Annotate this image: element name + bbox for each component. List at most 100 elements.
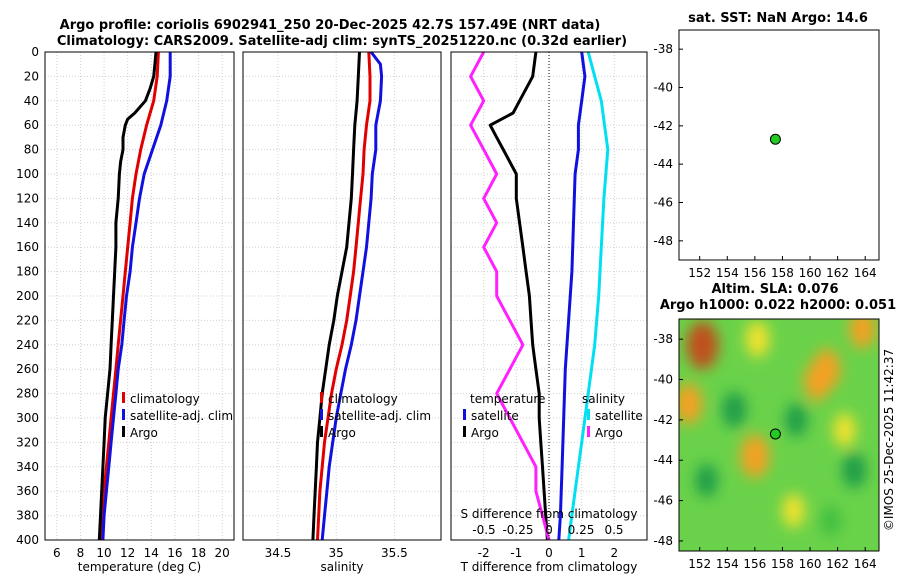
legend-swatch [463,426,466,437]
sla-blob [820,505,842,537]
lon-tick-label: 164 [854,557,877,571]
depth-tick-label: 80 [24,143,39,157]
x-tick-label: 18 [191,546,206,560]
lon-tick-label: 160 [799,266,822,280]
series-line-climatology [100,51,160,541]
top-x-tick-label: 0.5 [604,523,623,537]
depth-tick-label: 320 [16,435,39,449]
legend-label: Argo [471,426,499,440]
depth-tick-label: 140 [16,216,39,230]
depth-tick-label: 20 [24,69,39,83]
x-tick-label: -2 [478,546,490,560]
x-tick-label: 34.5 [265,546,292,560]
legend-label: Argo [328,426,356,440]
depth-tick-label: 400 [16,533,39,547]
lon-tick-label: 158 [771,557,794,571]
sst-map-title: sat. SST: NaN Argo: 14.6 [688,11,868,26]
lon-tick-label: 156 [743,557,766,571]
lon-tick-label: 152 [688,266,711,280]
sla-map-title: Altim. SLA: 0.076 [712,282,839,297]
depth-tick-label: 60 [24,118,39,132]
lat-tick-label: -42 [653,413,673,427]
legend-swatch [320,409,323,420]
top-x-tick-label: -0.5 [472,523,495,537]
sla-blob [722,391,747,428]
top-x-axis-label: S difference from climatology [461,507,638,521]
lat-tick-label: -44 [653,157,673,171]
series-line-argo [97,51,158,541]
depth-tick-label: 220 [16,313,39,327]
depth-tick-label: 160 [16,240,39,254]
lat-tick-label: -48 [653,234,673,248]
x-tick-label: 35 [329,546,344,560]
x-axis-label: temperature (deg C) [78,560,201,574]
x-tick-label: 2 [611,546,619,560]
lat-tick-label: -46 [653,196,673,210]
lon-tick-label: 156 [743,266,766,280]
legend-swatch [587,409,590,420]
x-tick-label: 6 [53,546,61,560]
sla-blob [812,349,841,390]
lat-tick-label: -46 [653,494,673,508]
depth-tick-label: 240 [16,338,39,352]
depth-tick-label: 0 [31,45,39,59]
map-frame [678,29,880,261]
top-x-tick-label: 0 [545,523,553,537]
lon-tick-label: 164 [854,266,877,280]
sla-blob [849,319,876,349]
title-line-2: Climatology: CARS2009. Satellite-adj cli… [57,34,627,49]
x-tick-label: 12 [120,546,135,560]
legend-swatch [122,426,125,437]
sla-blobs [679,319,876,537]
depth-tick-label: 180 [16,265,39,279]
sla-blob [785,403,808,437]
map-frame [678,318,880,552]
x-tick-label: 10 [96,546,111,560]
x-axis-label: T difference from climatology [460,560,638,574]
series-line-temperature-argo [488,51,549,541]
title-line-1: Argo profile: coriolis 6902941_250 20-De… [60,18,601,33]
x-tick-label: 8 [77,546,85,560]
depth-tick-label: 40 [24,94,39,108]
x-tick-label: 1 [578,546,586,560]
depth-tick-label: 120 [16,191,39,205]
series-line-argo [311,51,361,541]
sla-blob [745,321,770,358]
legend-swatch [463,409,466,420]
x-tick-label: -1 [510,546,522,560]
x-tick-label: 20 [215,546,230,560]
sla-map: 152 154 156 158 160 162 164 -38 -40 -42 -44 -46 -48 [653,318,880,571]
lat-tick-label: -38 [653,42,673,56]
series-line-satellite-adj-clim [101,52,172,541]
legend-swatch [587,426,590,437]
copyright-stamp: ©IMOS 25-Dec-2025 11:42:37 [882,349,896,531]
lon-tick-label: 154 [716,266,739,280]
legend-title-left: temperature [470,392,545,406]
sla-blob [833,413,856,447]
lat-tick-label: -40 [653,373,673,387]
sla-map-subtitle: Argo h1000: 0.022 h2000: 0.051 [660,298,896,313]
depth-tick-label: 340 [16,460,39,474]
series-line-climatology [316,51,372,541]
depth-tick-label: 280 [16,387,39,401]
depth-tick-label: 260 [16,362,39,376]
sla-blob [686,321,719,370]
depth-tick-label: 300 [16,411,39,425]
depth-tick-label: 360 [16,484,39,498]
legend-label: climatology [130,392,200,406]
legend-label: satellite [471,409,519,423]
lon-tick-label: 158 [771,266,794,280]
lon-tick-label: 160 [799,557,822,571]
argo-position-marker [769,133,781,145]
legend-label: Argo [595,426,623,440]
lat-tick-label: -38 [653,332,673,346]
sst-map: 152 154 156 158 160 162 164 -38 -40 -42 -44 -46 -48 [653,29,880,280]
grid-lines [45,51,234,541]
profile-panel-3: -2 -1 0 1 2T difference from climatology temp… [450,51,648,574]
legend-label: satellite [595,409,643,423]
series-line-temperature-satellite [557,51,587,541]
grid-lines [243,51,441,541]
series-line-salinity-satellite [567,51,610,541]
lat-tick-label: -40 [653,81,673,95]
